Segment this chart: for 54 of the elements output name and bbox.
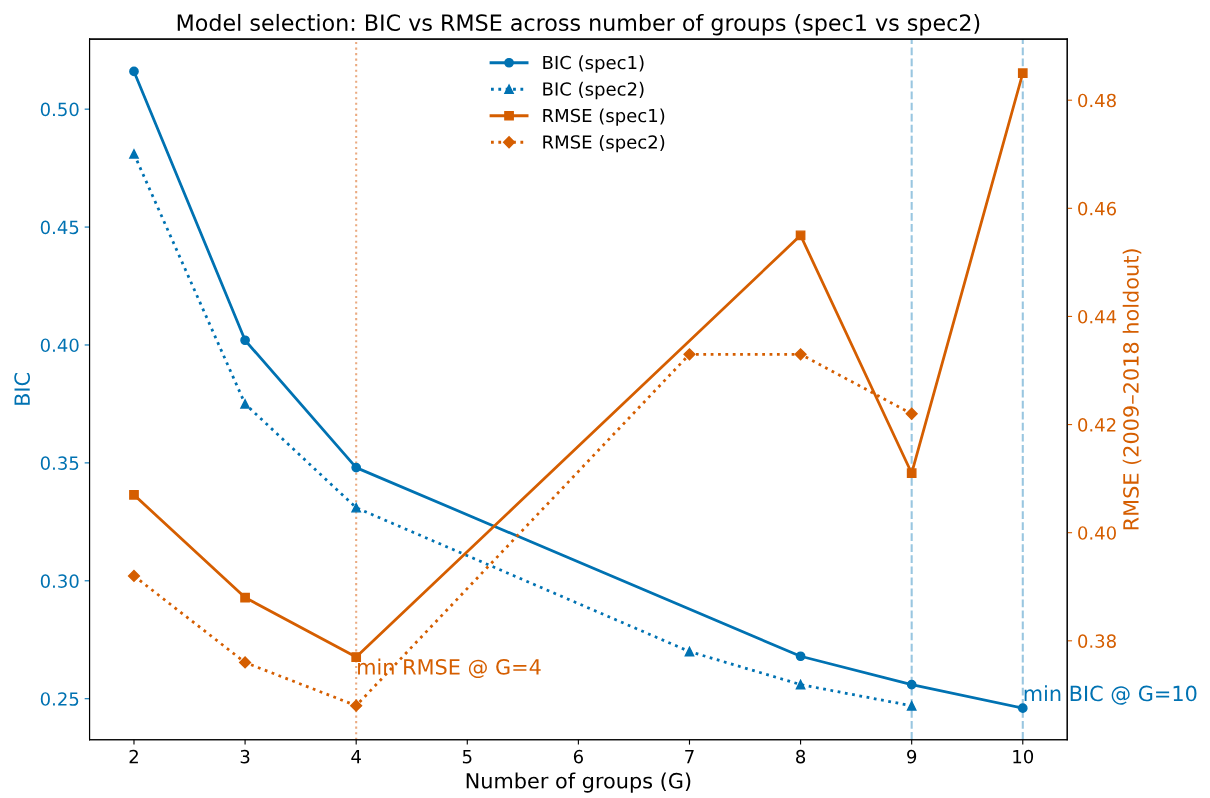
y2-tick-label: 0.38 — [1078, 634, 1116, 648]
point — [127, 569, 141, 583]
point — [350, 699, 363, 712]
point — [794, 348, 807, 361]
y-tick-label: 0.35 — [40, 456, 79, 470]
x-tick-label: 8 — [796, 749, 806, 764]
point — [684, 646, 695, 657]
x-axis-title: Number of groups (G) — [466, 772, 691, 793]
y-tick-label: 0.45 — [40, 220, 79, 235]
legend-label: RMSE (spec2) — [543, 134, 665, 153]
x-tick-label: 4 — [351, 750, 361, 764]
point — [240, 399, 250, 409]
point — [129, 489, 139, 500]
y-tick-label: 0.25 — [40, 692, 79, 706]
point — [129, 149, 139, 159]
y2-axis-title: RMSE (2009–2018 holdout) — [1122, 249, 1142, 530]
point — [683, 348, 696, 361]
point — [906, 468, 917, 479]
point — [795, 651, 806, 662]
point — [906, 679, 917, 690]
point — [240, 592, 250, 603]
point — [905, 407, 918, 420]
y2-tick-label: 0.48 — [1078, 93, 1116, 108]
legend-label: RMSE (spec1) — [543, 108, 665, 126]
point — [1017, 68, 1028, 79]
y2-tick-label: 0.44 — [1078, 309, 1117, 324]
point — [238, 656, 252, 669]
x-tick-label: 2 — [129, 749, 138, 764]
x-tick-label: 9 — [907, 749, 917, 764]
point — [795, 230, 806, 241]
point — [129, 66, 139, 77]
x-tick-label: 5 — [462, 750, 472, 764]
y-axis-title: BIC — [14, 373, 31, 405]
point — [351, 462, 362, 473]
point — [906, 700, 917, 711]
y2-tick-label: 0.46 — [1078, 201, 1117, 216]
y-tick-label: 0.50 — [40, 102, 79, 117]
y-tick-label: 0.40 — [40, 338, 79, 353]
y2-tick-label: 0.40 — [1078, 526, 1116, 540]
x-tick-label: 7 — [685, 750, 694, 764]
x-tick-label: 10 — [1013, 749, 1034, 764]
point — [1017, 703, 1028, 714]
point — [795, 679, 806, 690]
x-tick-label: 6 — [573, 749, 583, 764]
annotation: min BIC @ G=10 — [1024, 685, 1197, 705]
chart-title: Model selection: BIC vs RMSE across number of groups (spec1 vs spec2) — [177, 13, 980, 36]
y-tick-label: 0.30 — [40, 574, 79, 588]
point — [351, 502, 362, 513]
annotation: min RMSE @ G=4 — [358, 658, 541, 679]
point — [240, 335, 250, 346]
legend-label: BIC (spec2) — [543, 81, 644, 100]
legend-label: BIC (spec1) — [543, 55, 644, 73]
y2-tick-label: 0.42 — [1078, 418, 1116, 432]
x-tick-label: 3 — [240, 749, 250, 764]
